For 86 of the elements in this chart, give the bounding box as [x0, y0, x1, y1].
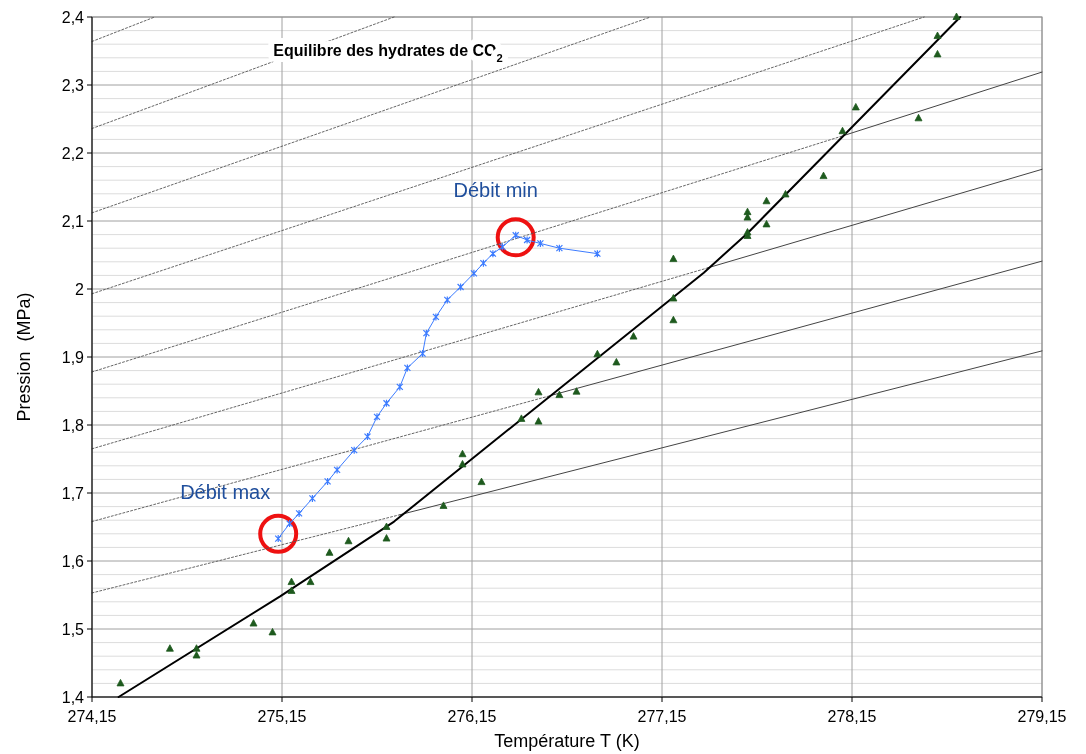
- point: [743, 213, 752, 221]
- y-tick-label: 1,8: [61, 416, 85, 434]
- point: [536, 239, 544, 248]
- point: [308, 494, 316, 503]
- point: [373, 412, 381, 421]
- point: [439, 501, 448, 509]
- point: [382, 522, 391, 530]
- point: [192, 644, 201, 652]
- x-tick-label: 277,15: [637, 708, 687, 725]
- point: [344, 536, 353, 545]
- point: [306, 577, 315, 585]
- point: [669, 294, 678, 302]
- point: [350, 446, 358, 455]
- point: [458, 449, 467, 458]
- point: [333, 465, 341, 474]
- point: [762, 196, 771, 205]
- point: [629, 332, 638, 340]
- point: [192, 651, 201, 659]
- point: [933, 50, 942, 58]
- point: [458, 460, 467, 468]
- point: [952, 12, 961, 20]
- x-tick-label: 274,15: [67, 708, 117, 725]
- point: [295, 509, 303, 518]
- y-tick-label: 2,1: [61, 212, 85, 230]
- point: [819, 171, 828, 180]
- point: [470, 269, 478, 278]
- y-tick-label: 2,3: [61, 76, 85, 94]
- point: [396, 382, 404, 392]
- point: [268, 628, 277, 636]
- x-tick-label: 275,15: [257, 708, 307, 725]
- y-tick-label: 2: [75, 280, 85, 298]
- point: [933, 31, 942, 39]
- point: [116, 679, 125, 687]
- y-tick-label: 1,5: [61, 620, 85, 638]
- y-axis-title: Pression (MPa): [14, 292, 34, 422]
- x-axis-title: Température T (K): [494, 731, 640, 751]
- point: [363, 432, 372, 441]
- point: [324, 477, 332, 486]
- point: [534, 417, 543, 425]
- annotation: Débit min: [453, 179, 538, 202]
- y-tick-label: 1,9: [61, 348, 85, 366]
- point: [422, 329, 430, 338]
- point: [762, 220, 771, 228]
- point: [457, 282, 465, 292]
- point: [274, 534, 282, 543]
- point: [612, 358, 621, 366]
- point: [534, 387, 543, 396]
- point: [555, 244, 563, 253]
- y-tick-label: 2,4: [61, 8, 85, 26]
- y-tick-label: 1,4: [61, 688, 85, 706]
- point: [477, 477, 486, 486]
- y-tick-label: 1,6: [61, 552, 85, 570]
- point: [382, 399, 391, 408]
- point: [593, 249, 601, 258]
- point: [166, 644, 174, 652]
- point: [443, 295, 451, 304]
- annotation: Débit max: [180, 480, 271, 503]
- point: [838, 126, 847, 135]
- point: [403, 363, 411, 372]
- point: [572, 387, 581, 395]
- point: [419, 349, 427, 358]
- point: [593, 349, 602, 358]
- point: [781, 190, 790, 198]
- x-tick-label: 278,15: [827, 708, 877, 725]
- point: [512, 231, 520, 240]
- point: [517, 414, 526, 422]
- point: [382, 534, 391, 542]
- point: [286, 519, 294, 528]
- y-tick-label: 1,7: [61, 484, 85, 502]
- point: [523, 235, 531, 245]
- point: [498, 242, 506, 251]
- point: [287, 577, 296, 585]
- point: [489, 249, 497, 258]
- point: [914, 113, 923, 122]
- point: [851, 103, 860, 111]
- point: [325, 548, 334, 556]
- point: [669, 254, 678, 262]
- y-tick-label: 2,2: [61, 144, 85, 162]
- x-tick-label: 276,15: [447, 708, 497, 725]
- point: [249, 619, 258, 627]
- point: [479, 259, 487, 268]
- x-tick-label: 279,15: [1017, 708, 1067, 725]
- point: [287, 586, 296, 594]
- point: [432, 312, 440, 321]
- point: [555, 390, 564, 398]
- point: [669, 315, 678, 324]
